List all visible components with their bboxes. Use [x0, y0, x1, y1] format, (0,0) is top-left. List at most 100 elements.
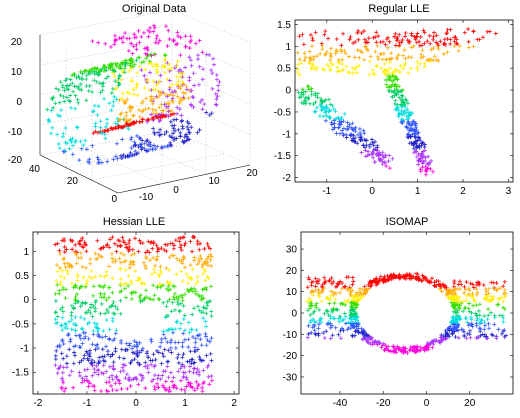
scatter-point — [160, 114, 165, 119]
scatter-point — [331, 107, 336, 112]
scatter-point — [469, 317, 474, 322]
scatter-point — [357, 286, 362, 291]
scatter-point — [101, 363, 106, 368]
scatter-point — [307, 101, 312, 106]
scatter-point — [336, 125, 341, 130]
scatter-point — [405, 38, 410, 43]
scatter-point — [396, 108, 401, 113]
scatter-point — [466, 292, 471, 297]
scatter-point — [95, 113, 100, 118]
scatter-point — [195, 242, 200, 247]
scatter-point — [207, 52, 212, 57]
scatter-point — [295, 50, 300, 55]
scatter-point — [186, 345, 191, 350]
scatter-point — [314, 105, 319, 110]
scatter-point — [407, 272, 412, 277]
scatter-point — [445, 290, 450, 295]
scatter-point — [51, 105, 56, 110]
scatter-point — [130, 358, 135, 363]
scatter-point — [152, 130, 157, 135]
scatter-point — [464, 316, 469, 321]
scatter-point — [452, 306, 457, 311]
scatter-point — [92, 366, 97, 371]
scatter-point — [163, 387, 168, 392]
scatter-point — [194, 370, 199, 375]
scatter-point — [328, 293, 333, 298]
scatter-point — [182, 235, 187, 240]
tick-label: 20 — [464, 398, 476, 409]
scatter-point — [416, 277, 421, 282]
scatter-point — [183, 65, 188, 70]
scatter-point — [104, 369, 109, 374]
scatter-point — [75, 97, 80, 102]
scatter-point — [151, 79, 156, 84]
scatter-point — [311, 102, 316, 107]
scatter-point — [201, 296, 206, 301]
scatter-point — [327, 115, 332, 120]
scatter-point — [86, 88, 91, 93]
scatter-point — [135, 278, 140, 283]
scatter-point — [107, 375, 112, 380]
scatter-point — [158, 127, 163, 132]
scatter-point — [481, 282, 486, 287]
scatter-point — [186, 96, 191, 101]
scatter-point — [336, 59, 341, 64]
scatter-point — [189, 287, 194, 292]
scatter-point — [359, 150, 364, 155]
scatter-point — [174, 272, 179, 277]
scatter-point — [205, 365, 210, 370]
ztick-label: 20 — [11, 37, 23, 48]
scatter-point — [84, 68, 89, 73]
scatter-point — [321, 330, 326, 335]
scatter-point — [186, 320, 191, 325]
scatter-point — [53, 242, 58, 247]
scatter-point — [151, 267, 156, 272]
scatter-point — [412, 134, 417, 139]
scatter-point — [62, 275, 67, 280]
scatter-point — [501, 329, 506, 334]
scatter-point — [173, 340, 178, 345]
scatter-point — [341, 67, 346, 72]
scatter-point — [139, 60, 144, 65]
scatter-point — [156, 247, 161, 252]
scatter-point — [417, 135, 422, 140]
scatter-point — [374, 277, 379, 282]
scatter-point — [110, 319, 115, 324]
scatter-point — [122, 116, 127, 121]
scatter-point — [125, 97, 130, 102]
scatter-point — [158, 73, 163, 78]
scatter-point — [333, 325, 338, 330]
scatter-point — [190, 357, 195, 362]
scatter-point — [449, 295, 454, 300]
scatter-point — [145, 138, 150, 143]
scatter-point — [67, 319, 72, 324]
scatter-point — [418, 158, 423, 163]
scatter-point — [352, 301, 357, 306]
scatter-point — [106, 128, 111, 133]
scatter-point — [115, 243, 120, 248]
scatter-point — [359, 31, 364, 36]
scatter-point — [492, 285, 497, 290]
scatter-point — [172, 89, 177, 94]
scatter-point — [110, 387, 115, 392]
scatter-point — [354, 305, 359, 310]
scatter-point — [174, 74, 179, 79]
scatter-point — [83, 334, 88, 339]
scatter-point — [87, 348, 92, 353]
scatter-point — [73, 315, 78, 320]
scatter-point — [338, 336, 343, 341]
tick-label: 1 — [415, 186, 421, 197]
tick-label: -10 — [283, 330, 298, 341]
scatter-point — [61, 149, 66, 154]
scatter-point — [438, 39, 443, 44]
scatter-point — [401, 53, 406, 58]
scatter-point — [394, 55, 399, 60]
scatter-point — [189, 327, 194, 332]
scatter-point — [445, 333, 450, 338]
scatter-point — [124, 58, 129, 63]
scatter-point — [368, 335, 373, 340]
scatter-point — [330, 333, 335, 338]
scatter-point — [153, 40, 158, 45]
scatter-point — [192, 360, 197, 365]
scatter-point — [132, 251, 137, 256]
